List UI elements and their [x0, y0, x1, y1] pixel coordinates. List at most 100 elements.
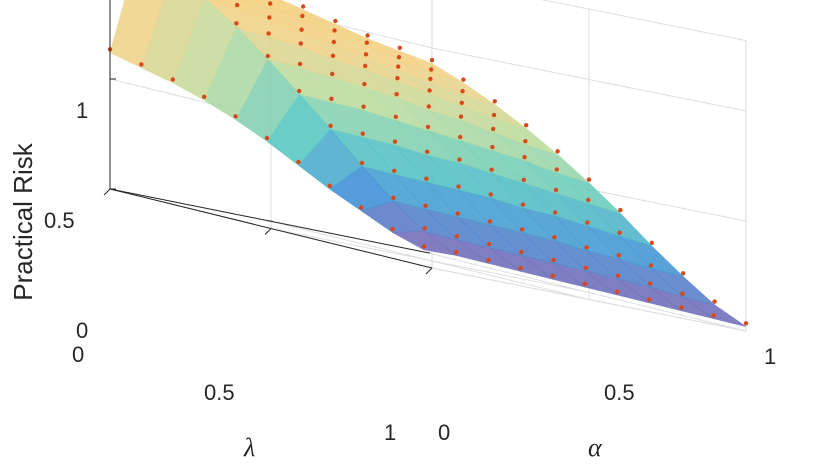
sample-point-5-2 [522, 155, 527, 160]
surface-layer [109, 0, 747, 327]
lambda-axis-label: λ [243, 433, 255, 462]
sample-point-7-8 [392, 168, 397, 173]
sample-point-9-10 [390, 227, 395, 232]
sample-point-1-2 [396, 55, 402, 60]
sample-point-4-7 [330, 71, 335, 77]
alpha-tick-0: 0 [438, 420, 450, 445]
sample-point-4-3 [458, 114, 464, 119]
sample-point-6-1 [586, 197, 591, 203]
sample-point-7-4 [520, 202, 526, 207]
alpha-tick-0-5: 0.5 [604, 380, 635, 405]
sample-point-3-0 [524, 123, 529, 128]
sample-point-9-6 [519, 249, 524, 255]
sample-point-5-4 [458, 134, 463, 140]
z-axis-label: Practical Risk [8, 142, 38, 300]
sample-point-6-10 [296, 159, 301, 165]
sample-point-3-6 [330, 53, 336, 58]
sample-point-3-9 [234, 21, 239, 26]
sample-point-8-1 [648, 263, 654, 268]
alpha-axis-tick-1 [423, 251, 431, 254]
sample-point-9-5 [551, 257, 556, 263]
sample-point-8-2 [616, 253, 621, 258]
sample-point-1-3 [364, 40, 369, 45]
sample-point-5-8 [329, 96, 334, 102]
sample-point-1-0 [461, 77, 466, 82]
lambda-tick-1: 1 [384, 420, 396, 445]
sample-point-10-0 [743, 321, 749, 326]
sample-point-1-4 [332, 28, 337, 33]
sample-point-2-10 [170, 77, 175, 82]
z-tick-0: 0 [76, 318, 88, 343]
sample-point-3-1 [491, 112, 497, 118]
sample-point-0-1 [397, 45, 402, 50]
sample-point-10-10 [421, 244, 427, 249]
sample-point-6-2 [553, 187, 559, 193]
sample-point-3-7 [298, 41, 303, 46]
sample-point-2-3 [396, 64, 401, 69]
sample-point-2-7 [267, 15, 272, 20]
sample-point-5-5 [425, 124, 431, 130]
sample-point-3-10 [202, 94, 207, 100]
sample-point-2-5 [331, 39, 336, 45]
sample-point-9-4 [583, 265, 588, 270]
alpha-axis-label: α [588, 433, 603, 462]
sample-point-9-9 [422, 226, 427, 231]
sample-point-2-0 [492, 99, 497, 104]
sample-point-8-5 [520, 227, 525, 232]
sample-point-5-1 [554, 167, 559, 172]
z-tick-0-5: 0.5 [44, 208, 75, 233]
sample-point-5-9 [297, 88, 302, 94]
sample-markers [107, 1, 749, 326]
sample-point-5-3 [490, 144, 495, 150]
sample-point-7-5 [488, 192, 493, 197]
sample-point-10-6 [550, 273, 555, 279]
floor-grid-alpha-1 [423, 251, 747, 332]
sample-point-8-3 [584, 245, 589, 250]
sample-point-9-7 [487, 241, 492, 247]
sample-point-4-8 [297, 61, 303, 67]
sample-point-8-4 [552, 235, 557, 240]
sample-point-8-8 [423, 203, 428, 208]
sample-point-10-9 [454, 250, 459, 255]
sample-point-4-9 [265, 53, 270, 59]
sample-point-2-6 [299, 27, 304, 32]
sample-point-5-10 [264, 135, 270, 141]
sample-point-2-8 [235, 2, 240, 8]
backwall-l-h-1.32 [541, 0, 747, 42]
sample-point-10-1 [711, 313, 716, 318]
sample-point-6-8 [360, 131, 365, 136]
sample-point-7-3 [553, 210, 558, 215]
sample-point-8-7 [455, 211, 460, 216]
sample-point-7-9 [359, 160, 365, 166]
lambda-tick-0-5: 0.5 [204, 380, 235, 405]
lambda-axis-tick-0.5 [264, 228, 272, 235]
sample-point-0-4 [301, 4, 306, 9]
lambda-tick-0: 0 [72, 342, 84, 367]
sample-point-4-6 [362, 81, 367, 87]
sample-point-5-0 [586, 177, 592, 182]
sample-point-2-4 [363, 52, 369, 57]
sample-point-0-2 [365, 33, 370, 38]
sample-point-7-7 [424, 176, 429, 181]
sample-point-4-0 [555, 149, 560, 154]
lambda-axis-tick-1 [103, 188, 111, 196]
backwall-l-h-0 [431, 267, 747, 332]
sample-point-4-5 [394, 92, 399, 97]
alpha-axis-tick-0.5 [266, 220, 274, 222]
sample-point-0-3 [333, 18, 338, 24]
sample-point-5-6 [393, 114, 398, 120]
surface-patch-1-8 [209, 0, 238, 9]
sample-point-8-0 [681, 271, 686, 276]
sample-point-1-6 [268, 1, 273, 6]
sample-point-6-7 [392, 139, 398, 144]
sample-point-9-0 [712, 299, 717, 304]
sample-point-7-1 [617, 230, 622, 235]
sample-point-2-1 [460, 89, 465, 94]
sample-point-7-6 [456, 184, 461, 189]
sample-point-8-6 [487, 219, 493, 224]
z-tick-1: 1 [76, 98, 88, 123]
sample-point-3-3 [427, 88, 432, 93]
sample-point-0-0 [429, 57, 435, 63]
sample-point-6-4 [489, 167, 494, 172]
